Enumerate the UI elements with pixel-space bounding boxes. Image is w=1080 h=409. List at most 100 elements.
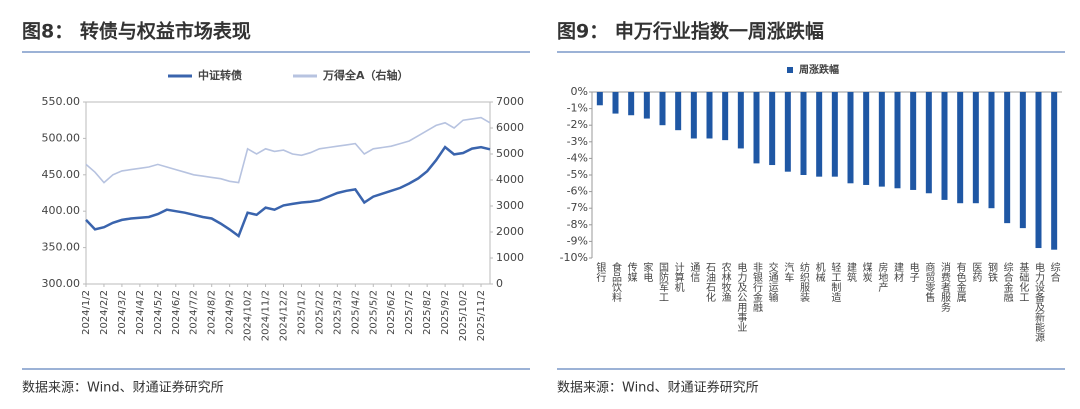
legend-label: 中证转债 [198, 68, 242, 82]
x-tick-label: 2024/10/2 [243, 290, 254, 341]
bar [1035, 92, 1042, 249]
x-tick-label: 电力设备及新能源 [1033, 261, 1045, 343]
y2-tick-label: 5000 [496, 147, 524, 160]
x-tick-label: 轻工制造 [829, 261, 841, 302]
bar [878, 92, 885, 187]
x-tick-label: 2024/3/2 [117, 290, 128, 335]
x-tick-label: 2025/11/2 [476, 290, 487, 341]
bar [816, 92, 823, 177]
x-tick-label: 商贸零售 [923, 261, 935, 303]
x-tick-label: 房地产 [876, 261, 888, 293]
x-tick-label: 银行 [594, 261, 606, 283]
y-tick-label: 500.00 [42, 131, 81, 144]
y-tick-label: 300.00 [42, 277, 81, 290]
x-tick-label: 2024/9/2 [225, 290, 236, 335]
y2-tick-label: 6000 [496, 121, 524, 134]
series-line [85, 145, 491, 238]
source-note: 数据来源：Wind、财通证券研究所 [557, 380, 759, 396]
x-tick-label: 建材 [892, 261, 904, 282]
y-tick-label: -3% [567, 135, 588, 148]
y2-tick-label: 3000 [496, 199, 524, 212]
x-tick-label: 2025/3/2 [332, 290, 343, 335]
series-line [85, 116, 491, 184]
x-tick-label: 综合 [1048, 261, 1060, 283]
x-tick-label: 基础化工 [1017, 261, 1029, 302]
x-tick-label: 电子 [907, 261, 919, 282]
y-tick-label: -9% [567, 234, 588, 247]
x-tick-label: 石油石化 [704, 262, 716, 302]
x-tick-label: 交通运输 [766, 261, 778, 303]
x-tick-label: 2024/6/2 [171, 290, 182, 335]
x-tick-label: 家电 [641, 261, 653, 282]
x-tick-label: 2024/7/2 [189, 290, 200, 335]
y-tick-label: 450.00 [42, 168, 81, 181]
x-tick-label: 2025/8/2 [422, 290, 433, 335]
x-tick-label: 2025/2/2 [314, 290, 325, 335]
y-tick-label: 350.00 [42, 241, 81, 254]
x-tick-label: 汽车 [782, 261, 794, 283]
bar [941, 92, 948, 200]
y-tick-label: 400.00 [42, 204, 81, 217]
bar [863, 92, 870, 185]
x-tick-label: 2025/1/2 [296, 290, 307, 335]
bar [769, 92, 776, 166]
x-tick-label: 2024/11/2 [261, 290, 272, 341]
x-tick-label: 食品饮料 [610, 261, 622, 303]
figure-title: 图9： 申万行业指数一周涨跌幅 [557, 20, 824, 43]
bar [690, 92, 697, 139]
legend-swatch [787, 67, 793, 73]
plot-frame [85, 101, 491, 285]
x-tick-label: 2024/4/2 [135, 290, 146, 335]
y-tick-label: -5% [567, 168, 588, 181]
bar [706, 92, 713, 139]
x-tick-label: 计算机 [672, 261, 684, 293]
bar [972, 92, 979, 204]
y-tick-label: 0% [571, 85, 588, 98]
bar [612, 92, 619, 114]
x-tick-label: 医药 [970, 262, 982, 283]
bar [800, 92, 807, 175]
bar [894, 92, 901, 189]
x-tick-label: 综合金融 [1001, 261, 1013, 303]
x-tick-label: 2025/6/2 [386, 290, 397, 335]
y-tick-label: -8% [567, 218, 588, 231]
x-tick-label: 2025/10/2 [458, 290, 469, 341]
y-tick-label: 550.00 [42, 95, 81, 108]
x-tick-label: 煤炭 [860, 261, 872, 283]
x-tick-label: 钢铁 [986, 261, 998, 283]
bar [784, 92, 791, 172]
bar [659, 92, 666, 126]
x-tick-label: 传媒 [625, 262, 637, 283]
bar [957, 92, 964, 204]
bar [675, 92, 682, 131]
y2-tick-label: 7000 [496, 95, 524, 108]
x-tick-label: 纺织服装 [798, 261, 810, 303]
bar [643, 92, 650, 119]
bar [628, 92, 635, 116]
bar [925, 92, 932, 194]
source-note: 数据来源：Wind、财通证券研究所 [22, 380, 224, 396]
x-tick-label: 电力及公用事业 [735, 261, 747, 332]
x-tick-label: 2025/9/2 [440, 290, 451, 335]
y-tick-label: -7% [567, 201, 588, 214]
x-tick-label: 通信 [688, 262, 700, 283]
x-tick-label: 消费者服务 [939, 261, 951, 313]
x-tick-label: 机械 [813, 261, 825, 283]
bar [753, 92, 760, 164]
x-tick-label: 2024/12/2 [279, 290, 290, 341]
bar [1019, 92, 1026, 229]
bar [1004, 92, 1011, 224]
x-tick-label: 农林牧渔 [719, 261, 731, 303]
x-tick-label: 非银行金融 [751, 262, 763, 313]
x-tick-label: 国防军工 [657, 262, 669, 302]
bar [847, 92, 854, 184]
y2-tick-label: 0 [496, 277, 503, 290]
y-tick-label: -6% [567, 185, 588, 198]
x-tick-label: 有色金属 [954, 261, 966, 303]
x-tick-label: 2024/5/2 [153, 290, 164, 335]
x-tick-label: 2025/5/2 [368, 290, 379, 335]
figure-title: 图8： 转债与权益市场表现 [22, 20, 251, 43]
y2-tick-label: 1000 [496, 251, 524, 264]
bar [1051, 92, 1058, 250]
